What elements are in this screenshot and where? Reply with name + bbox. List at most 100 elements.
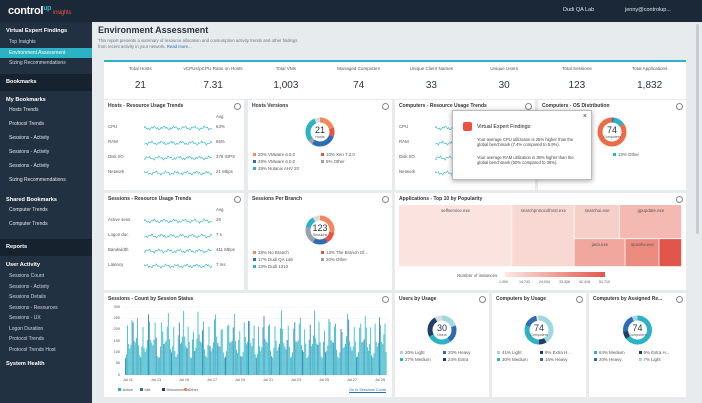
decorative-bar — [213, 342, 214, 375]
help-icon[interactable] — [382, 103, 389, 110]
help-icon[interactable] — [234, 196, 241, 203]
sidebar-bookmark[interactable]: Computer Trends — [9, 206, 48, 213]
help-icon[interactable] — [234, 103, 241, 110]
x-tick-label: Jul 25 — [319, 378, 330, 382]
sidebar-item[interactable]: Sessions Count — [9, 273, 45, 279]
decorative-bar — [197, 311, 199, 375]
decorative-bar — [131, 320, 133, 375]
org-selector[interactable]: Dudi QA Lab — [563, 7, 595, 13]
decorative-bar — [225, 356, 226, 375]
legend-value: 20% — [326, 257, 335, 262]
decorative-bar — [170, 348, 171, 375]
panel-link[interactable]: Go to Sessions Count — [349, 388, 386, 392]
read-more[interactable]: Read more... — [166, 43, 192, 49]
decorative-bar — [315, 337, 317, 375]
sidebar-bookmark[interactable]: Sessions - Activity — [9, 134, 50, 141]
help-icon[interactable] — [382, 196, 389, 203]
help-icon[interactable] — [676, 196, 683, 203]
panel-title: Sessions Per Branch — [252, 196, 303, 202]
popup-close[interactable]: × — [582, 113, 587, 120]
decorative-bar — [359, 327, 361, 375]
sidebar-item[interactable]: Sessions - Resources — [9, 304, 58, 311]
kpi: Total VMs 1,003 — [250, 62, 323, 99]
sidebar-item[interactable]: Environment Assessment — [0, 47, 92, 58]
sidebar-item[interactable]: Sizing Recommendations — [9, 60, 66, 66]
decorative-bar — [189, 357, 191, 375]
decorative-bar — [325, 352, 326, 375]
decorative-bar — [130, 344, 132, 375]
help-icon[interactable] — [576, 296, 583, 303]
decorative-bar — [340, 329, 342, 375]
donut-unit: Computers — [628, 333, 647, 337]
scrollbar[interactable] — [696, 24, 699, 234]
legend-name: Other — [628, 152, 640, 157]
decorative-bar — [353, 327, 355, 375]
legend-swatch — [253, 265, 256, 268]
sidebar-group[interactable]: System Health — [6, 361, 45, 367]
decorative-bar — [150, 339, 152, 375]
decorative-bar — [323, 341, 324, 375]
help-icon[interactable] — [382, 296, 389, 303]
panel-graphic — [143, 218, 213, 269]
sidebar-item[interactable]: Sessions Details — [9, 294, 46, 300]
help-icon[interactable] — [676, 296, 683, 303]
legend-item: 9% Extra H... — [540, 350, 571, 355]
legend-name: Other — [336, 257, 348, 262]
decorative-bar — [193, 331, 194, 375]
help-icon[interactable] — [479, 296, 486, 303]
sidebar-group[interactable]: Virtual Expert Findings — [6, 28, 68, 34]
panel-graphic — [143, 125, 213, 176]
legend-item: 64% Medium — [594, 350, 625, 355]
sidebar-bookmark[interactable]: Sessions - Activity — [9, 163, 50, 170]
legend-name: The Branch Of... — [335, 250, 369, 255]
user-menu[interactable]: jenny@controlup... — [625, 7, 671, 13]
sidebar-item[interactable]: Protocol Trends Host — [9, 346, 56, 353]
sparkline — [143, 125, 213, 131]
decorative-bar — [384, 323, 386, 375]
legend-value: 9% — [545, 350, 552, 355]
sidebar-bookmark[interactable]: Computer Trends — [9, 220, 48, 227]
decorative-bar — [141, 346, 143, 375]
decorative-bar — [143, 347, 145, 375]
decorative-bar — [335, 323, 336, 375]
sidebar-item[interactable]: Logon Duration — [9, 325, 44, 332]
sidebar-bookmark[interactable]: Sizing Recommendations — [9, 177, 66, 184]
decorative-bar — [159, 357, 160, 375]
sidebar-bookmark[interactable]: Sessions - Activity — [9, 149, 50, 156]
legend-item: 9% Extra H... — [638, 350, 669, 355]
tile-label: gpupdate.exe — [637, 208, 665, 213]
decorative-bar — [161, 322, 163, 375]
decorative-bar — [291, 356, 292, 375]
row-label: Active sess. — [108, 217, 132, 222]
panel: Sessions Per Branch 123 Sessions 28% No Bra… — [248, 193, 392, 290]
decorative-bar — [226, 351, 227, 375]
sidebar-group[interactable]: User Activity — [6, 262, 40, 268]
decorative-bar — [301, 344, 302, 375]
decorative-bar — [174, 351, 176, 375]
sidebar-item[interactable]: Sessions - UX — [9, 315, 41, 321]
sidebar-group[interactable]: Shared Bookmarks — [6, 196, 57, 203]
decorative-bar — [375, 342, 377, 375]
decorative-bar — [211, 347, 213, 375]
legend-tick: 14,742 — [519, 280, 530, 284]
decorative-bar — [331, 341, 333, 375]
sidebar-group[interactable]: My Bookmarks — [6, 96, 46, 103]
row-label: Disk I/O — [108, 154, 124, 159]
decorative-bar — [361, 342, 363, 375]
sidebar-bookmark[interactable]: Protocol Trends — [9, 120, 45, 127]
decorative-bar — [262, 327, 264, 375]
legend-swatch — [184, 388, 187, 391]
sidebar-bookmark[interactable]: Hosts Trends — [9, 106, 39, 113]
help-icon[interactable] — [525, 103, 532, 110]
row-label: Disk I/O — [399, 154, 415, 159]
legend-item: 7% Light — [638, 357, 661, 362]
help-icon[interactable] — [676, 103, 683, 110]
sidebar-item[interactable]: Sessions - Activity — [9, 283, 50, 290]
sidebar-item[interactable]: Protocol Trends — [9, 336, 45, 342]
decorative-bar — [182, 336, 183, 375]
decorative-bar — [176, 354, 178, 375]
decorative-bar — [263, 315, 265, 375]
decorative-bar — [160, 346, 161, 375]
sidebar-item[interactable]: Top Insights — [9, 39, 36, 45]
decorative-bar — [271, 356, 273, 375]
